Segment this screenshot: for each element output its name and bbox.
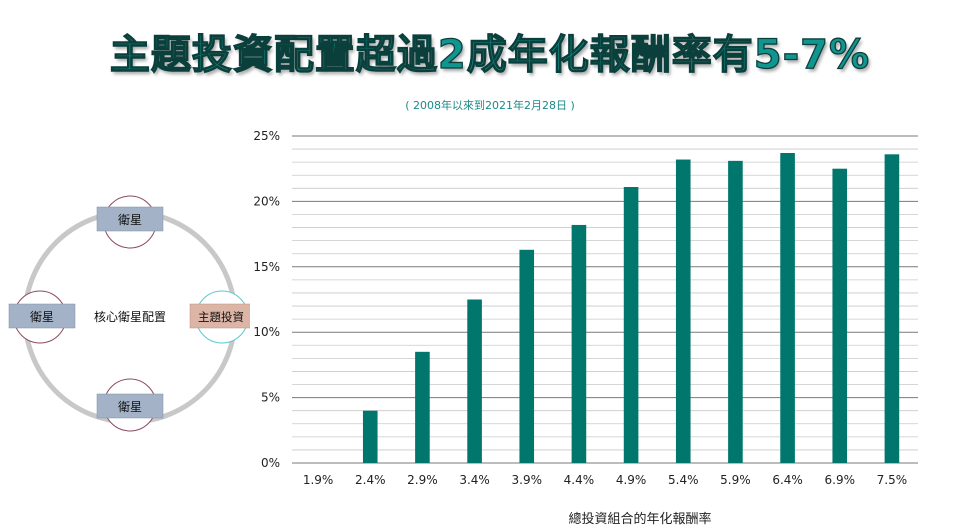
y-tick-label: 15% (253, 260, 280, 274)
theme-box-right (189, 303, 250, 329)
bar (675, 159, 691, 463)
y-tick-label: 0% (261, 456, 280, 470)
bars (362, 153, 900, 464)
core-satellite-diagram: 衛星 衛星 衛星 主題投資 核心衛星配置 (8, 195, 250, 432)
satellite-label-top: 衛星 (118, 213, 142, 227)
y-tick-label: 10% (253, 325, 280, 339)
y-tick-label: 20% (253, 194, 280, 208)
x-tick-label: 6.9% (825, 473, 856, 487)
x-tick-label: 6.4% (772, 473, 803, 487)
bar-chart: 0% 5% 10% 15% 20% 25% 1.9% 2.4% 2.9% 3.4% 3.9% 4.4… (253, 129, 918, 487)
x-tick-label: 5.4% (668, 473, 699, 487)
bar (780, 153, 795, 463)
x-tick-label: 4.9% (616, 473, 647, 487)
satellite-label-left: 衛星 (30, 310, 54, 324)
y-tick-label: 5% (261, 391, 280, 405)
grid-layer (292, 135, 918, 464)
bar (832, 168, 848, 463)
satellite-box-bottom (96, 393, 164, 419)
core-label: 核心衛星配置 (94, 310, 166, 324)
x-tick-label: 1.9% (303, 473, 334, 487)
bar (884, 154, 900, 463)
satellite-box-left (8, 303, 76, 329)
bar (519, 249, 535, 463)
y-tick-labels: 0% 5% 10% 15% 20% 25% (253, 129, 280, 470)
y-tick-label: 25% (253, 129, 280, 143)
x-tick-label: 4.4% (564, 473, 595, 487)
bar (728, 160, 743, 464)
bar (571, 224, 587, 463)
x-tick-label: 2.9% (407, 473, 438, 487)
x-tick-labels: 1.9% 2.4% 2.9% 3.4% 3.9% 4.4% 4.9% 5.4% 5.9% 6.4%… (303, 473, 907, 487)
bar (467, 299, 482, 463)
theme-label-right: 主題投資 (198, 310, 244, 324)
bar (362, 410, 378, 463)
page-subtitle: ( 2008年以來到2021年2月28日 ) (405, 99, 575, 112)
x-tick-label: 5.9% (720, 473, 751, 487)
x-axis-title: 總投資組合的年化報酬率 (568, 512, 712, 527)
page-title: 主題投資配置超過2成年化報酬率有5-7% (109, 31, 871, 78)
x-tick-label: 3.9% (512, 473, 543, 487)
x-tick-label: 3.4% (459, 473, 490, 487)
satellite-label-bottom: 衛星 (118, 400, 142, 414)
x-tick-label: 2.4% (355, 473, 386, 487)
x-tick-label: 7.5% (877, 473, 908, 487)
bar (623, 187, 639, 463)
satellite-box-top (96, 206, 164, 232)
bar (415, 351, 430, 463)
